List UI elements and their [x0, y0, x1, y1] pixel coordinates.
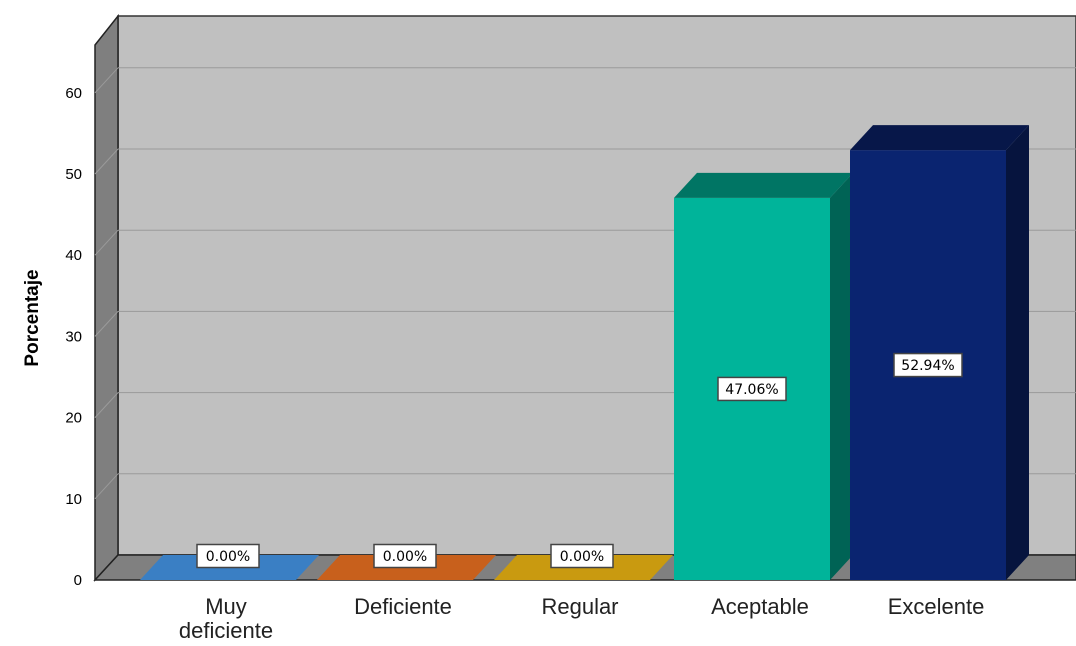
data-label-box: [717, 376, 787, 402]
y-tick-label: 0: [74, 572, 82, 589]
x-tick-label: Excelente: [888, 594, 985, 619]
bar-4: 52.94%: [850, 125, 1029, 580]
data-label: 0.00%: [206, 549, 250, 565]
x-tick-label: Regular: [541, 594, 618, 619]
bar-side: [1006, 125, 1029, 580]
bar-0: 0.00%: [140, 543, 319, 580]
bar-3: 47.06%: [674, 172, 853, 580]
x-tick-label: Muy deficiente: [179, 594, 273, 643]
bar-2: 0.00%: [494, 543, 673, 580]
data-label: 0.00%: [560, 549, 604, 565]
y-tick-label: 60: [65, 85, 82, 102]
gridline-side: [94, 392, 119, 418]
y-tick-label: 10: [65, 491, 82, 508]
bar-top: [850, 125, 1029, 151]
y-tick-label: 50: [65, 166, 82, 183]
data-label-box: [550, 543, 614, 569]
data-label-box: [893, 352, 963, 378]
x-tick-label: Aceptable: [711, 594, 809, 619]
gridline-side: [94, 473, 119, 500]
bar-1: 0.00%: [317, 543, 496, 580]
gridline-side: [94, 148, 119, 175]
bars: 0.00% 0.00% 0.00% 47.06% 52.94%: [140, 125, 1029, 580]
bar-top: [674, 172, 853, 198]
gridline-side: [94, 67, 119, 94]
data-label-box: [373, 543, 437, 569]
bar-side: [830, 172, 853, 580]
gridline-side: [94, 229, 119, 256]
data-label-box: [196, 543, 260, 569]
y-axis-label: Porcentaje: [22, 269, 43, 366]
y-axis-ticks: 0 10 20 30 40 50 60: [65, 85, 82, 589]
x-tick-label: Deficiente: [354, 594, 452, 619]
data-label: 47.06%: [725, 382, 778, 398]
category-labels: Muy deficiente Deficiente Regular Aceptable E…: [179, 594, 984, 643]
y-tick-label: 30: [65, 328, 82, 345]
data-label: 52.94%: [901, 358, 954, 374]
y-tick-label: 20: [65, 410, 82, 427]
gridline-side: [94, 311, 119, 337]
y-tick-label: 40: [65, 247, 82, 264]
data-label: 0.00%: [383, 549, 427, 565]
